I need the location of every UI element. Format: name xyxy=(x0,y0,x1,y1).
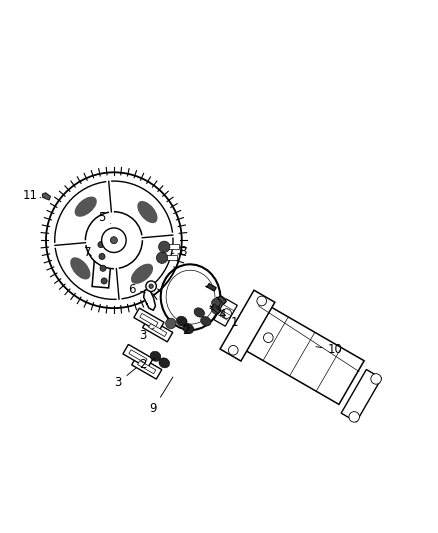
Text: 10: 10 xyxy=(316,343,343,356)
Polygon shape xyxy=(144,288,155,310)
Circle shape xyxy=(85,212,142,269)
Circle shape xyxy=(166,318,176,329)
Polygon shape xyxy=(206,284,216,291)
Polygon shape xyxy=(148,324,167,336)
Ellipse shape xyxy=(138,201,158,223)
Circle shape xyxy=(156,252,168,263)
Ellipse shape xyxy=(161,264,220,330)
Circle shape xyxy=(257,296,266,306)
Ellipse shape xyxy=(70,257,90,279)
Circle shape xyxy=(149,284,153,288)
Circle shape xyxy=(41,167,187,313)
Circle shape xyxy=(229,345,238,355)
Ellipse shape xyxy=(183,324,194,334)
Circle shape xyxy=(110,237,117,244)
Circle shape xyxy=(98,241,104,248)
Circle shape xyxy=(159,241,170,253)
Circle shape xyxy=(100,265,106,271)
Ellipse shape xyxy=(177,316,187,326)
Circle shape xyxy=(217,296,226,305)
Text: 7: 7 xyxy=(84,246,92,259)
Circle shape xyxy=(212,298,220,307)
Text: 3: 3 xyxy=(140,328,154,342)
Polygon shape xyxy=(214,299,237,326)
Circle shape xyxy=(102,228,126,253)
Ellipse shape xyxy=(150,351,161,361)
Polygon shape xyxy=(92,228,114,288)
Text: 6: 6 xyxy=(127,283,145,296)
Text: 2: 2 xyxy=(139,358,155,370)
Polygon shape xyxy=(132,356,162,379)
Polygon shape xyxy=(163,255,177,260)
Text: 1: 1 xyxy=(217,309,238,329)
Ellipse shape xyxy=(194,308,205,317)
Polygon shape xyxy=(140,313,158,326)
Text: 8: 8 xyxy=(171,245,187,258)
Circle shape xyxy=(349,411,360,422)
Circle shape xyxy=(371,374,381,384)
Polygon shape xyxy=(210,304,221,313)
Circle shape xyxy=(55,181,173,300)
Text: 9: 9 xyxy=(149,377,173,415)
Polygon shape xyxy=(134,308,164,332)
Text: 4: 4 xyxy=(210,308,226,321)
Ellipse shape xyxy=(74,197,97,217)
Ellipse shape xyxy=(159,358,170,368)
Polygon shape xyxy=(217,295,226,304)
Ellipse shape xyxy=(166,270,215,324)
Text: 5: 5 xyxy=(99,211,111,224)
Circle shape xyxy=(264,333,273,343)
Polygon shape xyxy=(42,193,50,200)
Polygon shape xyxy=(240,304,364,405)
Polygon shape xyxy=(123,344,153,368)
Ellipse shape xyxy=(201,317,211,326)
Polygon shape xyxy=(341,369,381,422)
Circle shape xyxy=(212,305,220,314)
Text: 2: 2 xyxy=(182,321,190,337)
Circle shape xyxy=(99,253,105,260)
Ellipse shape xyxy=(131,264,153,284)
Text: 11: 11 xyxy=(22,189,41,202)
Text: 3: 3 xyxy=(115,368,136,389)
Circle shape xyxy=(222,309,231,318)
Circle shape xyxy=(146,281,156,292)
Polygon shape xyxy=(138,361,156,374)
Circle shape xyxy=(101,278,107,284)
Polygon shape xyxy=(166,244,179,249)
Polygon shape xyxy=(143,318,173,342)
Polygon shape xyxy=(129,350,147,363)
Polygon shape xyxy=(220,290,275,361)
